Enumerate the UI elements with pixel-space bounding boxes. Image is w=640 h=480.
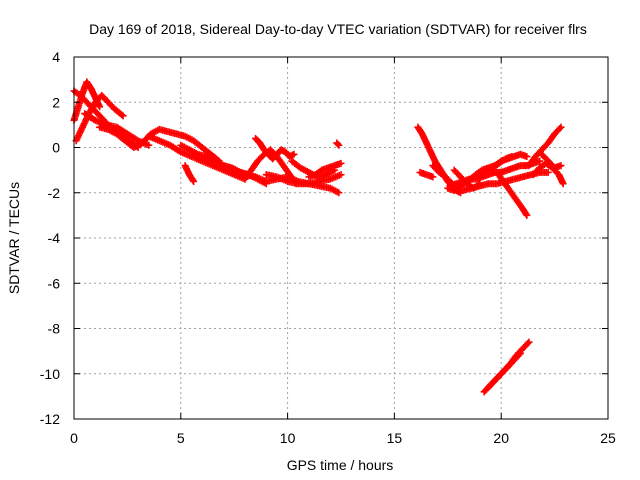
y-axis-label: SDTVAR / TECUs [6,182,22,294]
x-tick-label: 20 [493,430,509,446]
data-point [559,180,567,188]
data-point [290,150,298,158]
y-tick-label: -10 [40,366,60,382]
data-marks [70,78,567,396]
grid [74,57,608,419]
data-point [96,103,104,111]
axis-ticks [73,56,609,420]
x-axis-label: GPS time / hours [287,457,394,473]
data-point [544,168,552,176]
data-point [118,111,126,119]
data-point [523,153,531,161]
data-point [335,141,343,149]
data-point [536,157,544,165]
data-point [429,173,437,181]
data-point [523,211,531,219]
x-tick-label: 15 [387,430,403,446]
data-point [190,177,198,185]
y-tick-label: 0 [52,140,60,156]
data-point [335,189,343,197]
y-tick-label: 2 [52,94,60,110]
y-tick-labels: -12 -10 -8 -6 -4 -2 0 2 4 [40,49,60,427]
x-tick-label: 5 [177,430,185,446]
data-point [145,141,153,149]
x-tick-label: 0 [70,430,78,446]
data-point [557,162,565,170]
data-point [525,338,533,346]
data-point [516,349,524,357]
x-tick-labels: 0 5 10 15 20 25 [70,430,616,446]
data-point [522,210,530,218]
chart-title: Day 169 of 2018, Sidereal Day-to-day VTE… [89,21,587,37]
y-tick-label: -4 [48,230,61,246]
y-tick-label: 4 [52,49,60,65]
y-tick-label: -8 [48,321,61,337]
data-point [119,112,127,120]
y-tick-label: -12 [40,411,60,427]
data-point [556,124,564,132]
x-tick-label: 25 [600,430,616,446]
data-point [557,123,565,131]
data-point [337,171,345,179]
data-point [515,351,523,359]
y-tick-label: -6 [48,275,61,291]
data-point [337,159,345,167]
data-point [189,176,197,184]
x-tick-label: 10 [280,430,296,446]
data-point [334,140,342,148]
data-point [524,339,532,347]
y-tick-label: -2 [48,185,61,201]
